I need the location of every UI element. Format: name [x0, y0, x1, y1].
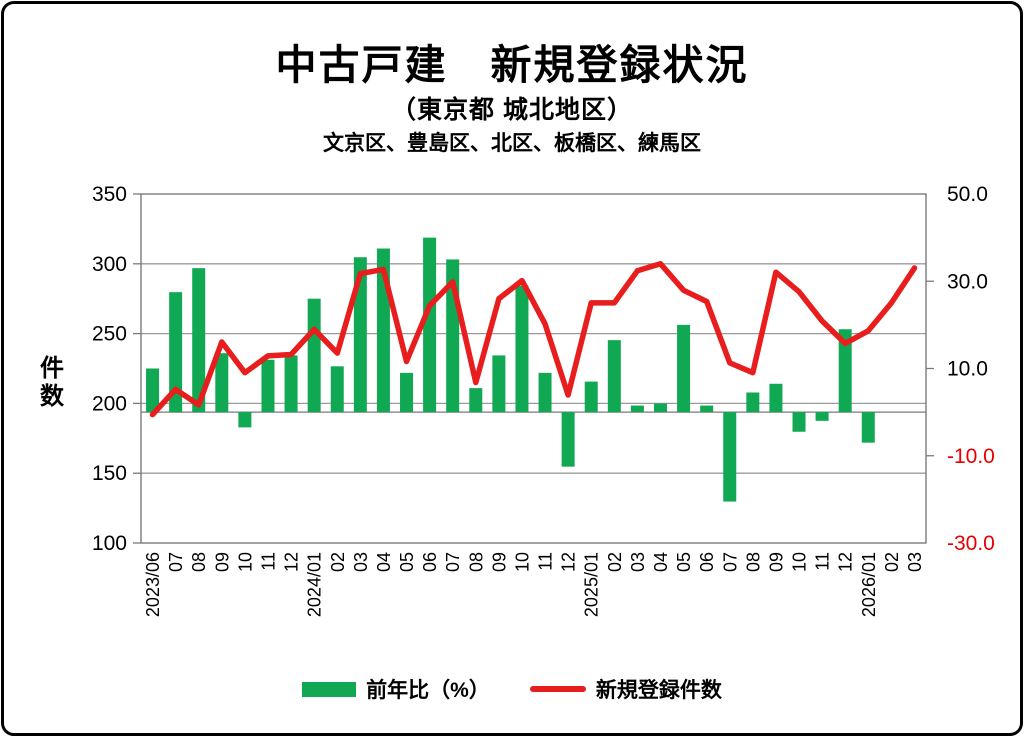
legend-item-count: 新規登録件数 [529, 674, 722, 704]
bar-10 [238, 412, 252, 428]
svg-text:30.0: 30.0 [947, 270, 988, 293]
bar-08 [192, 268, 206, 413]
bar-06 [423, 237, 437, 413]
bar-09 [492, 355, 506, 413]
bar-07 [723, 412, 737, 502]
bar-series-swatch [302, 681, 357, 697]
x-label-05: 05 [397, 552, 417, 572]
x-label-12: 12 [282, 552, 302, 572]
x-label-03: 03 [351, 552, 371, 572]
gridlines [141, 263, 926, 474]
bar-11 [538, 372, 552, 413]
x-label-08: 08 [466, 552, 486, 572]
bar-02 [607, 340, 621, 413]
x-label-2025/01: 2025/01 [582, 552, 602, 617]
svg-text:50.0: 50.0 [947, 183, 988, 206]
bar-03 [353, 257, 367, 413]
bar-03 [630, 405, 644, 413]
bar-2023/06 [146, 368, 160, 413]
bar-08 [469, 388, 483, 413]
x-label-10: 10 [235, 552, 255, 572]
x-label-12: 12 [559, 552, 579, 572]
x-label-2023/06: 2023/06 [143, 552, 163, 617]
bar-11 [815, 412, 829, 421]
x-label-10: 10 [790, 552, 810, 572]
bar-12 [284, 355, 298, 413]
x-label-11: 11 [536, 552, 556, 571]
svg-text:350: 350 [92, 183, 127, 206]
bar-2025/01 [584, 381, 598, 413]
chart-subtitle: （東京都 城北地区） [391, 96, 633, 124]
bar-2026/01 [861, 412, 875, 443]
bar-05 [677, 324, 691, 413]
legend-item-yoy: 前年比（%） [302, 674, 490, 704]
axis-ticks [133, 193, 934, 544]
x-label-02: 02 [605, 552, 625, 572]
bar-05 [400, 372, 414, 413]
chart-region-note: 文京区、豊島区、北区、板橋区、練馬区 [323, 132, 701, 155]
bar-11 [261, 359, 275, 413]
bar-10 [792, 412, 806, 432]
x-label-04: 04 [651, 552, 671, 572]
x-label-06: 06 [697, 552, 717, 572]
x-axis-labels: 2023/06 07 08 09 10 11 12 2024/01 02 03 04 05 06 07 08… [143, 552, 925, 617]
x-label-08: 08 [743, 552, 763, 572]
x-label-09: 09 [212, 552, 232, 572]
x-label-04: 04 [374, 552, 394, 572]
x-label-07: 07 [166, 552, 186, 572]
x-label-11: 11 [259, 552, 279, 571]
left-axis-title: 件数 [40, 355, 65, 410]
svg-text:250: 250 [92, 323, 127, 346]
left-axis-labels: 350 300 250 200 150 100 [92, 183, 127, 555]
svg-text:-10.0: -10.0 [947, 445, 995, 468]
x-label-07: 07 [720, 552, 740, 572]
bar-10 [515, 285, 529, 413]
bar-07 [169, 292, 183, 413]
svg-text:10.0: 10.0 [947, 358, 988, 381]
x-label-09: 09 [489, 552, 509, 572]
svg-text:件: 件 [40, 355, 64, 382]
bar-08 [746, 392, 760, 413]
bar-04 [653, 403, 667, 413]
bar-series [146, 237, 875, 502]
plot-border [140, 193, 927, 544]
x-label-05: 05 [674, 552, 694, 572]
chart-legend: 前年比（%） 新規登録件数 [0, 674, 1024, 704]
x-label-08: 08 [189, 552, 209, 572]
bar-09 [215, 353, 229, 413]
line-series-swatch [529, 686, 586, 692]
bar-02 [330, 366, 344, 413]
x-label-02: 02 [328, 552, 348, 572]
x-label-02: 02 [882, 552, 902, 572]
x-label-09: 09 [766, 552, 786, 572]
bar-2024/01 [307, 298, 321, 413]
svg-text:300: 300 [92, 253, 127, 276]
x-label-2024/01: 2024/01 [305, 552, 325, 617]
bar-12 [561, 412, 575, 467]
svg-text:-30.0: -30.0 [947, 532, 995, 555]
legend-label-yoy: 前年比（%） [366, 679, 490, 702]
x-label-06: 06 [420, 552, 440, 572]
x-label-03: 03 [628, 552, 648, 572]
x-label-10: 10 [513, 552, 533, 572]
chart-title: 中古戸建 新規登録状況 [275, 42, 749, 88]
svg-text:100: 100 [92, 532, 127, 555]
bar-06 [700, 405, 714, 413]
svg-text:200: 200 [92, 392, 127, 415]
right-axis-labels: 50.0 30.0 10.0 -10.0 -30.0 [947, 183, 995, 555]
svg-text:数: 数 [40, 383, 65, 410]
x-label-07: 07 [443, 552, 463, 572]
svg-text:150: 150 [92, 462, 127, 485]
x-label-2026/01: 2026/01 [859, 552, 879, 617]
line-series [149, 261, 918, 418]
bar-09 [769, 383, 783, 413]
x-label-11: 11 [813, 552, 833, 571]
legend-label-count: 新規登録件数 [595, 679, 722, 702]
bar-12 [838, 329, 852, 413]
x-label-03: 03 [905, 552, 925, 572]
x-label-12: 12 [836, 552, 856, 572]
